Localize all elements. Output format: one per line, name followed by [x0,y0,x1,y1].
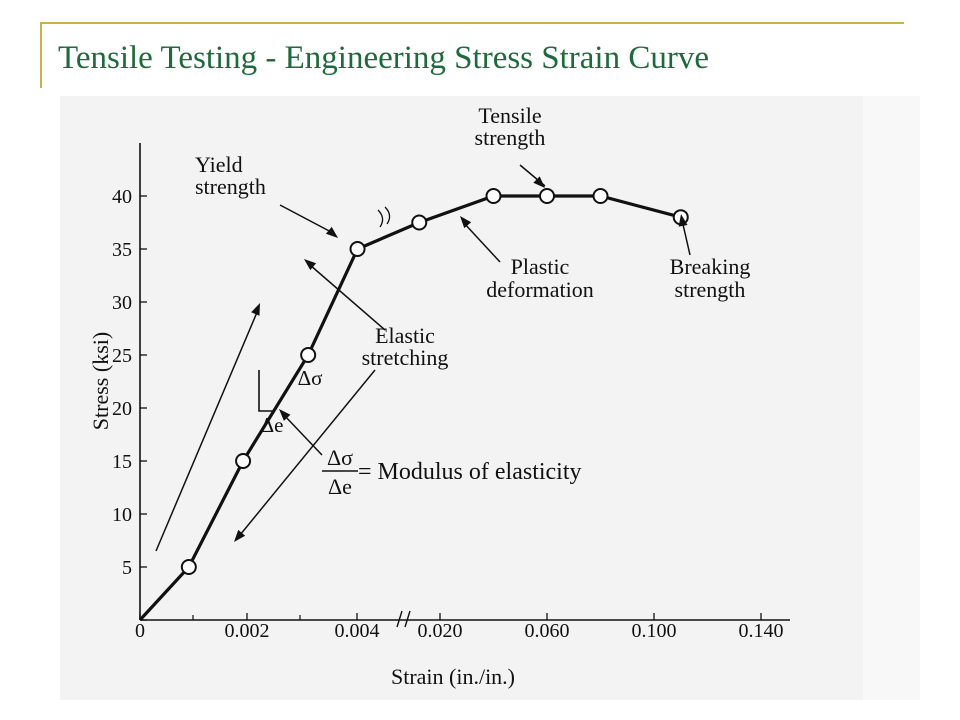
data-point [180,559,197,575]
y-tick-label: 15 [112,451,132,473]
modulus-arrow [282,413,323,456]
x-tick-label: 0.004 [335,620,380,642]
data-point [235,453,252,469]
data-point [539,188,555,204]
stress-strain-line [138,194,682,622]
slide-frame-left [40,22,42,88]
x-tick-label: 0.020 [418,620,463,642]
slide-title: Tensile Testing - Engineering Stress Str… [58,40,709,76]
yield-arrowhead [325,226,338,238]
elastic-arrowhead-up [304,259,317,271]
y-tick-label: 10 [112,504,132,526]
figure-side-margin [863,96,920,700]
data-point [300,347,317,363]
plastic-arrowhead [460,216,472,229]
elastic-arrow-down [239,369,376,536]
tensile-arrowhead [533,176,545,188]
delta-e-label: Δe [261,413,284,437]
elastic-arrow-up [309,264,386,331]
x-tick-label: 0.100 [632,620,677,642]
plastic-deformation-label: Plastic deformation [486,254,594,302]
y-tick-label: 30 [112,292,132,314]
chart-labels: Yield strength Tensile strength Plastic defor… [155,103,751,552]
modulus-numerator: Δσ [327,445,353,470]
modulus-of-elasticity-label: = Modulus of elasticity [358,459,582,485]
elastic-arrowhead-down [234,529,246,542]
x-tick-label: 0 [135,620,145,642]
tensile-strength-label: Tensile strength [475,103,546,150]
elastic-stretching-label: Elastic stretching [362,323,449,370]
data-point [485,188,502,204]
data-point [592,188,609,204]
breaking-strength-label: Breaking strength [670,254,751,302]
chart-curve [138,188,689,622]
modulus-arrowhead [279,409,291,421]
y-tick-label: 25 [112,345,132,367]
x-tick-label: 0.060 [525,620,570,642]
delta-sigma-label: Δσ [298,366,323,390]
y-tick-label: 35 [112,239,132,261]
breaking-arrowhead [678,214,688,227]
y-axis-title: Stress (ksi) [88,332,113,430]
stretch-arrowhead-1 [251,303,260,316]
stretch-arrow-1 [155,309,259,552]
chart-figure [60,96,863,700]
breaking-arrow [681,219,691,256]
x-axis-title: Strain (in./in.) [391,664,515,689]
chart-axes: 5 10 15 20 25 30 35 40 0 0.002 0.004 0.020 0.060 0.10… [88,143,790,689]
plastic-arrow [462,221,501,263]
modulus-denominator: Δe [328,474,352,499]
x-axis-break [396,610,411,628]
x-tick-label: 0.140 [739,620,784,642]
curve-break [377,206,391,228]
x-tick-label: 0.002 [225,620,270,642]
yield-strength-label: Yield strength [195,152,266,199]
data-point [349,241,366,257]
y-tick-label: 40 [112,186,132,208]
yield-arrow [279,204,334,234]
slide-frame-top [40,22,904,24]
y-tick-label: 20 [112,398,132,420]
slope-triangle [258,370,275,412]
data-point [411,214,428,231]
y-tick-label: 5 [122,557,132,579]
